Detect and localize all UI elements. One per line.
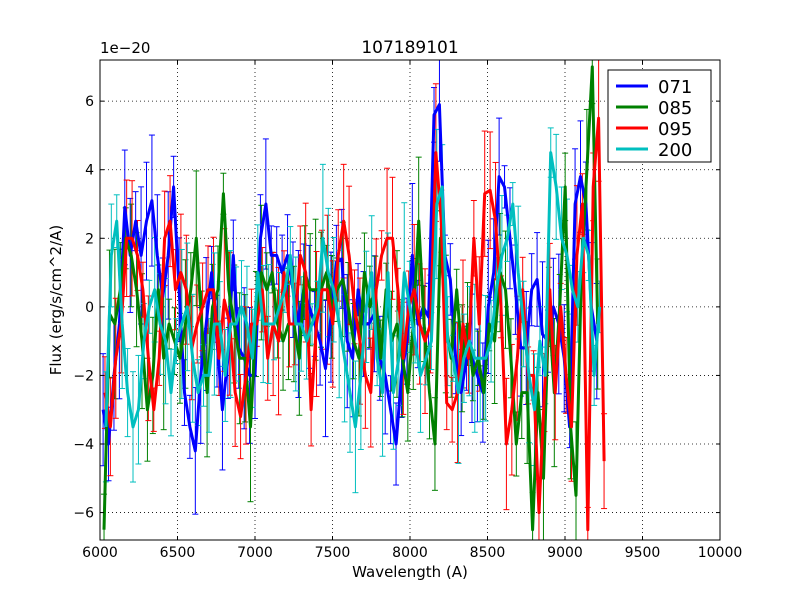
x-tick-label: 6000 [82,545,118,561]
chart-title: 107189101 [361,38,458,58]
y-tick-label: −4 [73,437,94,453]
series-line-085 [102,65,600,532]
grid [99,60,721,540]
series-line-071 [101,103,599,453]
series-line-200 [104,151,602,429]
y-tick-label: 0 [85,300,94,316]
y-scale-offset: 1e−20 [100,39,150,57]
legend-label-071: 071 [658,77,692,98]
x-tick-label: 6500 [160,545,196,561]
x-axis-label: Wavelength (A) [352,563,468,581]
y-tick-label: 2 [85,231,94,247]
y-tick-label: −6 [73,506,94,522]
x-tick-label: 8000 [392,545,428,561]
x-tick-label: 9000 [547,545,583,561]
legend-label-095: 095 [658,119,692,140]
y-tick-label: 6 [85,94,94,110]
axis-ticks: 6000 6500 7000 7500 8000 8500 9000 9500 10000 −6 −… [73,60,742,561]
x-tick-label: 7000 [237,545,273,561]
y-axis-label: Flux (erg/s/cm^2/A) [47,225,65,376]
x-tick-label: 9500 [625,545,661,561]
x-tick-label: 10000 [698,545,743,561]
y-tick-label: 4 [85,163,94,179]
x-tick-label: 8500 [470,545,506,561]
legend-label-085: 085 [658,98,692,119]
legend-label-200: 200 [658,140,692,161]
x-tick-label: 7500 [315,545,351,561]
series-lines [101,65,606,532]
y-tick-label: −2 [73,368,94,384]
